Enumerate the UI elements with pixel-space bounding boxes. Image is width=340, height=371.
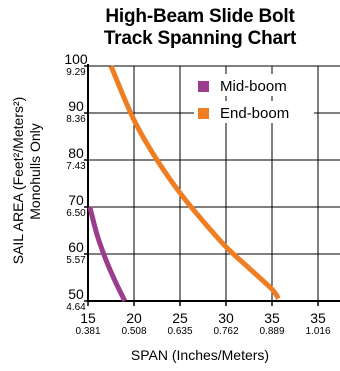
x-tick-sublabel-0.762: 0.762 — [213, 326, 238, 337]
y-tick-label-50: 50 — [68, 286, 84, 302]
axes — [84, 64, 340, 306]
y-tick-label-70: 70 — [68, 192, 84, 208]
x-tick-sublabel-1.016: 1.016 — [305, 326, 330, 337]
x-tick-label-0.381: 15 — [80, 310, 96, 326]
y-tick-sublabel-5.57: 5.57 — [66, 255, 86, 266]
y-tick-sublabel-6.50: 6.50 — [66, 208, 86, 219]
x-tick-label-0.889: 35 — [264, 310, 280, 326]
y-tick-sublabel-7.43: 7.43 — [66, 161, 86, 172]
x-tick-label-0.508: 20 — [126, 310, 142, 326]
x-tick-label-0.762: 30 — [218, 310, 234, 326]
x-tick-sublabel-0.635: 0.635 — [167, 326, 192, 337]
x-tick-sublabel-0.889: 0.889 — [259, 326, 284, 337]
y-tick-label-80: 80 — [68, 145, 84, 161]
legend-label-end-boom: End-boom — [220, 105, 289, 122]
legend: Mid-boom End-boom — [194, 74, 314, 123]
x-axis-label: SPAN (Inches/Meters) — [131, 347, 269, 363]
y-tick-label-100: 100 — [64, 51, 88, 67]
legend-swatch-end-boom — [198, 108, 209, 119]
x-tick-label-0.635: 25 — [172, 310, 188, 326]
x-tick-sublabel-0.381: 0.381 — [75, 326, 100, 337]
x-tick-label-1.016: 35 — [310, 310, 326, 326]
x-tick-sublabel-0.508: 0.508 — [121, 326, 146, 337]
y-tick-sublabel-9.29: 9.29 — [66, 67, 86, 78]
y-axis-label-secondary: Monohulls Only — [27, 123, 43, 220]
series-line-end-boom — [111, 66, 278, 299]
y-tick-sublabel-8.36: 8.36 — [66, 114, 86, 125]
legend-label-mid-boom: Mid-boom — [220, 78, 287, 95]
y-tick-label-60: 60 — [68, 239, 84, 255]
y-axis-label: SAIL AREA (Feet²/Meters²) — [10, 97, 26, 265]
y-tick-label-90: 90 — [68, 98, 84, 114]
legend-swatch-mid-boom — [198, 81, 209, 92]
